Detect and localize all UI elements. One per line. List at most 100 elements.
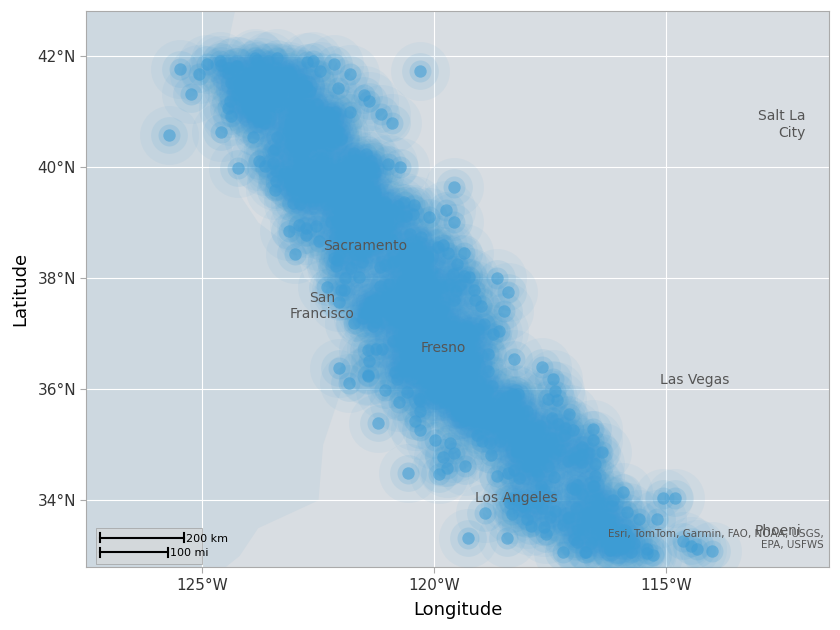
Point — [505, 493, 518, 503]
Point — [288, 102, 302, 112]
Point — [591, 493, 605, 503]
Point — [468, 403, 481, 413]
Point — [436, 282, 449, 292]
Point — [279, 68, 292, 78]
Point — [400, 387, 413, 397]
Point — [329, 261, 343, 271]
Point — [450, 405, 464, 415]
Point — [221, 103, 234, 113]
Point — [508, 391, 522, 401]
Point — [246, 98, 260, 108]
Point — [589, 471, 602, 481]
Point — [587, 481, 601, 491]
Point — [618, 525, 632, 536]
Point — [455, 363, 469, 373]
Point — [369, 186, 382, 197]
Point — [539, 445, 553, 455]
Point — [596, 523, 609, 533]
Point — [290, 112, 303, 122]
Point — [512, 473, 526, 483]
Point — [474, 301, 487, 311]
Point — [422, 281, 435, 291]
Point — [514, 445, 528, 455]
Point — [396, 330, 410, 340]
Point — [364, 305, 377, 315]
Point — [438, 355, 451, 365]
Point — [447, 182, 460, 192]
Point — [333, 169, 346, 179]
Point — [422, 270, 435, 280]
Point — [258, 161, 271, 171]
Point — [337, 240, 350, 250]
Point — [299, 146, 312, 156]
Point — [239, 81, 252, 91]
Point — [592, 513, 606, 523]
Point — [460, 321, 474, 331]
Point — [601, 514, 615, 524]
Point — [471, 324, 485, 335]
Point — [497, 306, 511, 316]
Point — [609, 540, 622, 550]
Point — [313, 66, 327, 76]
Point — [320, 282, 333, 292]
Point — [417, 344, 430, 354]
Point — [368, 207, 381, 217]
Point — [431, 242, 444, 252]
Point — [315, 167, 328, 177]
Point — [495, 428, 508, 438]
Point — [495, 428, 508, 438]
Point — [261, 56, 275, 66]
Point — [435, 338, 449, 348]
Point — [355, 219, 369, 229]
Point — [428, 357, 442, 367]
Point — [344, 190, 357, 200]
Point — [456, 358, 470, 369]
Point — [425, 295, 438, 306]
Point — [338, 285, 351, 295]
Point — [339, 194, 353, 204]
Point — [459, 346, 473, 356]
Point — [463, 413, 476, 423]
Point — [349, 203, 362, 214]
Point — [435, 343, 449, 353]
Point — [433, 333, 447, 343]
Point — [259, 113, 272, 123]
Point — [318, 112, 331, 122]
Point — [556, 520, 570, 530]
Point — [403, 229, 417, 239]
Point — [434, 353, 448, 363]
Point — [286, 102, 299, 112]
Point — [307, 190, 321, 200]
Point — [418, 289, 432, 299]
Point — [436, 282, 449, 292]
Point — [368, 207, 381, 217]
Point — [374, 262, 387, 272]
Point — [356, 214, 370, 224]
Point — [308, 180, 322, 190]
Point — [544, 492, 558, 502]
Point — [575, 457, 589, 467]
Point — [475, 435, 489, 445]
Point — [391, 201, 404, 211]
Point — [615, 543, 628, 553]
Point — [386, 307, 400, 318]
Point — [444, 326, 457, 336]
Point — [408, 343, 422, 353]
Point — [561, 512, 575, 522]
Point — [404, 353, 417, 363]
Point — [535, 481, 549, 491]
Point — [627, 538, 641, 548]
Point — [348, 249, 361, 259]
Point — [470, 430, 484, 440]
Point — [529, 466, 543, 476]
Point — [417, 344, 430, 354]
Point — [449, 286, 463, 296]
Point — [566, 425, 580, 435]
Point — [512, 473, 526, 483]
Point — [520, 513, 533, 524]
Point — [440, 380, 454, 390]
Point — [507, 389, 520, 399]
Point — [459, 415, 472, 425]
Point — [605, 522, 618, 532]
Point — [471, 404, 485, 414]
